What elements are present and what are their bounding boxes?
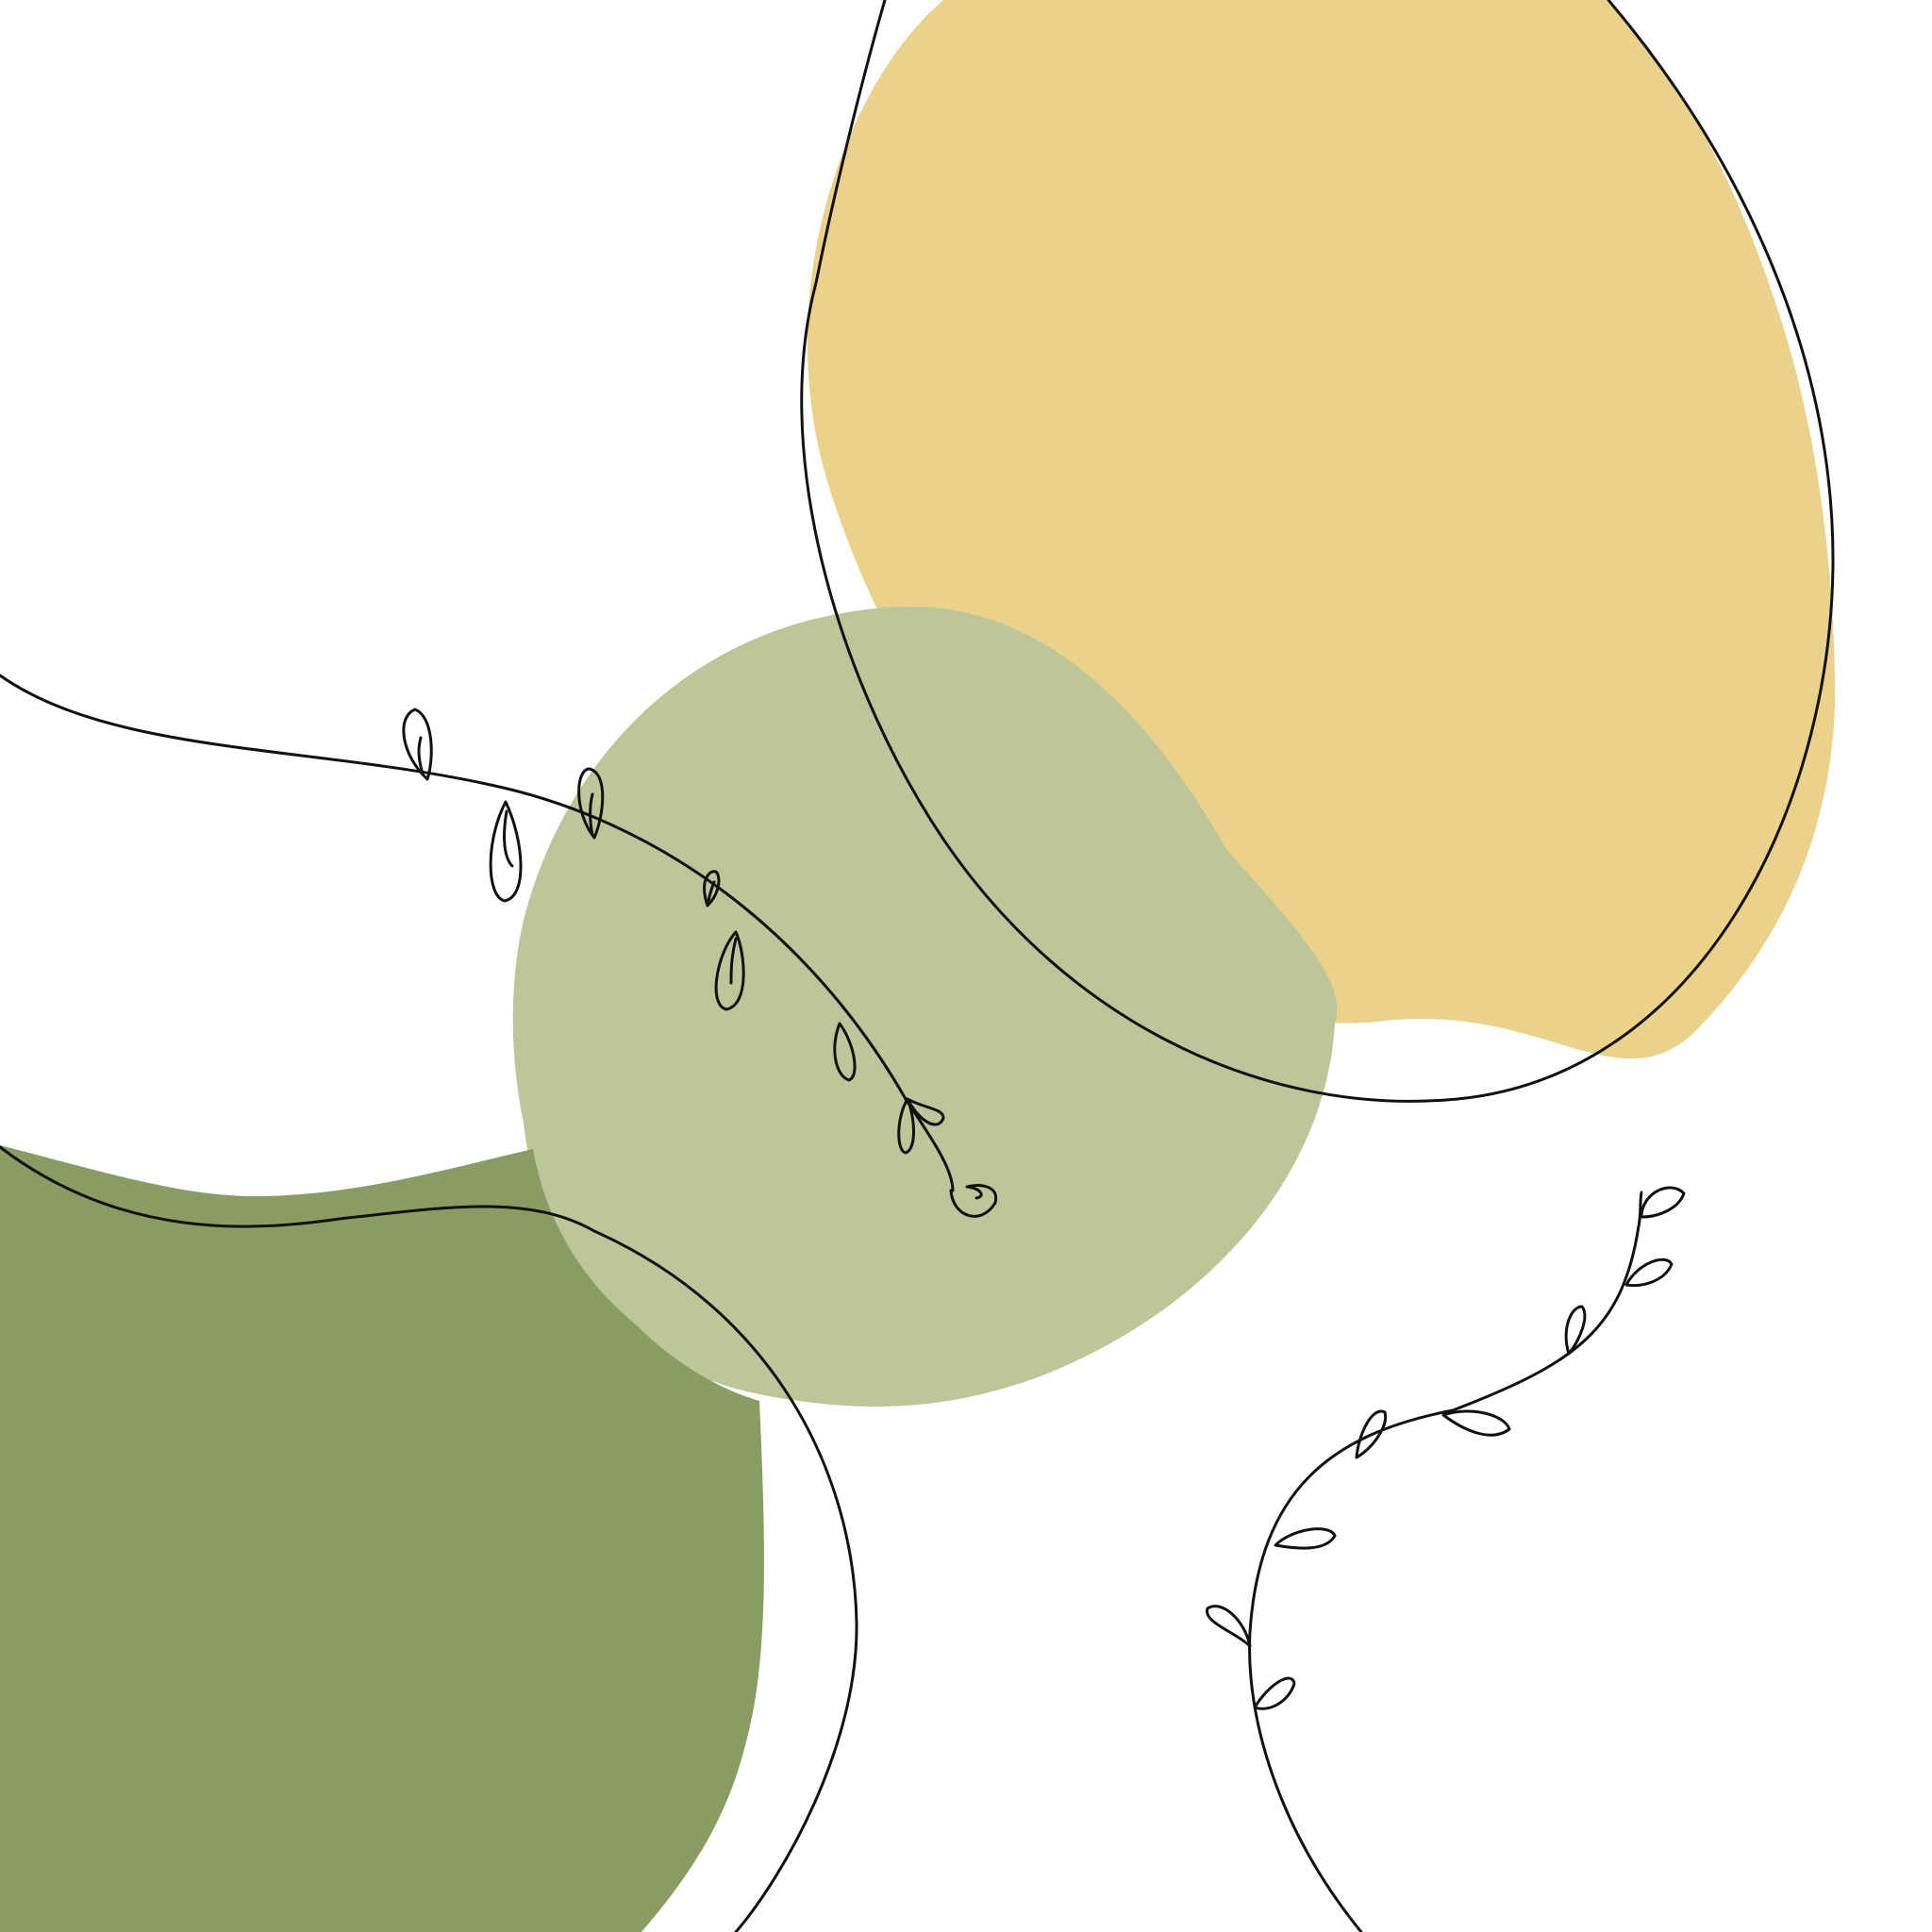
leaf (577, 767, 605, 840)
leaf (833, 1022, 857, 1082)
leaf (1564, 1305, 1587, 1356)
light-green-blob (512, 606, 1338, 1407)
leaf (1640, 1186, 1686, 1219)
leaf (417, 736, 425, 775)
leaf (1441, 1409, 1511, 1437)
leaf (402, 708, 433, 781)
leaf (703, 870, 721, 908)
leaf (1253, 1676, 1296, 1710)
leaf (503, 809, 514, 868)
leafy-vine-bottom-right (1206, 1186, 1686, 1932)
leaf (707, 880, 716, 903)
leaf (589, 792, 594, 837)
leaf (897, 1097, 915, 1155)
leaf (906, 1097, 945, 1126)
leaf (1274, 1527, 1337, 1550)
vine-stem (1248, 1191, 1643, 1932)
leaf (729, 937, 738, 985)
leafy-vine-center (0, 674, 998, 1218)
leaf (949, 1184, 998, 1218)
olive-green-blob (0, 1145, 764, 1932)
leaf (489, 800, 523, 903)
leaf (1355, 1409, 1388, 1459)
oval-outline (800, 0, 1835, 1103)
leaf (1206, 1605, 1252, 1648)
leaf (1624, 1257, 1674, 1288)
bottom-left-arc-outline (0, 1145, 858, 1932)
leaf (714, 930, 745, 1011)
